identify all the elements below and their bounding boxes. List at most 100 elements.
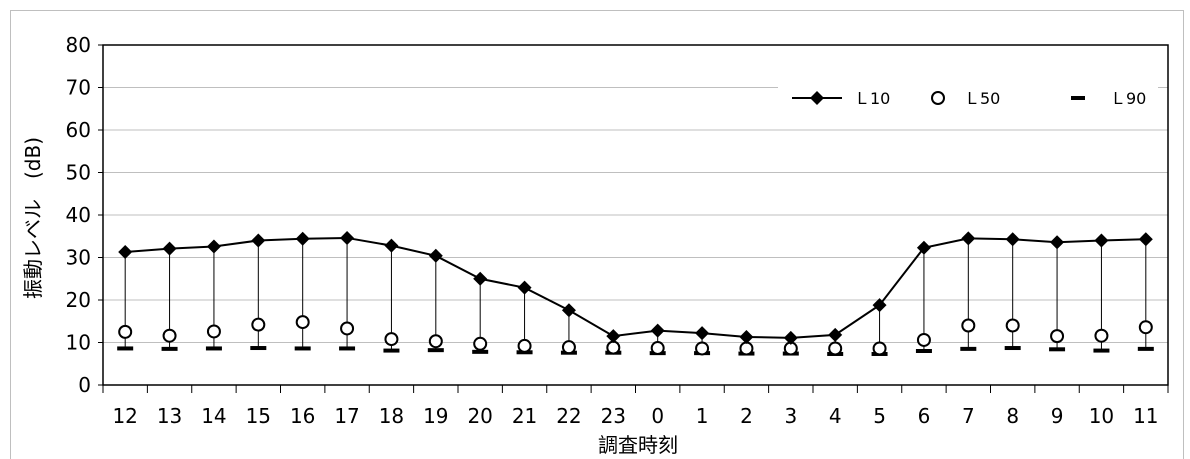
l90-point-9: [1049, 347, 1066, 352]
y-tick-label-0: 0: [78, 373, 91, 397]
l90-point-8: [1004, 346, 1021, 351]
l50-point-10: [1094, 328, 1109, 343]
x-tick-label-8: 8: [1006, 404, 1019, 428]
legend-label-l10: Ｌ10: [854, 89, 890, 108]
l50-point-9: [1050, 329, 1065, 344]
x-tick-label-2: 2: [740, 404, 753, 428]
x-tick-label-12: 12: [112, 404, 137, 428]
l90-point-7: [960, 346, 977, 351]
x-tick-label-4: 4: [829, 404, 842, 428]
l50-point-4: [828, 341, 843, 356]
l10-point-17: [340, 230, 355, 245]
l50-point-18: [384, 332, 399, 347]
y-axis-title: 振動レベル (dB): [21, 137, 45, 299]
l10-point-11: [1138, 232, 1153, 247]
l10-point-9: [1050, 235, 1065, 250]
l50-point-7: [961, 318, 976, 333]
x-tick-label-14: 14: [201, 404, 226, 428]
l90-point-10: [1093, 348, 1110, 353]
l50-point-2: [739, 341, 754, 356]
l50-point-5: [872, 341, 887, 356]
y-tick-label-80: 80: [66, 33, 91, 57]
l10-point-21: [517, 280, 532, 295]
l10-point-6: [916, 240, 931, 255]
l10-point-18: [384, 238, 399, 253]
x-tick-label-9: 9: [1051, 404, 1064, 428]
stems: [124, 237, 1147, 354]
x-tick-label-11: 11: [1133, 404, 1158, 428]
x-tick-label-7: 7: [962, 404, 975, 428]
l90-point-13: [161, 346, 178, 351]
l10-point-13: [162, 241, 177, 256]
series: [117, 230, 1154, 356]
l50-point-12: [118, 324, 133, 339]
x-tick-label-19: 19: [423, 404, 448, 428]
l10-point-2: [739, 329, 754, 344]
x-tick-label-15: 15: [246, 404, 271, 428]
l50-point-11: [1138, 320, 1153, 335]
l90-point-6: [915, 349, 932, 353]
legend-marker-l10: [810, 91, 824, 105]
y-tick-label-10: 10: [66, 331, 91, 355]
x-tick-label-23: 23: [601, 404, 626, 428]
l10-point-22: [561, 303, 576, 318]
l50-point-13: [162, 328, 177, 343]
x-tick-labels: 12 13 14 15 16 17 18 19 20 21 22 23 0 1 2 3 4 5 6 7 8 9 10 11: [112, 404, 1158, 428]
l10-point-14: [206, 239, 221, 254]
l10-point-23: [606, 329, 621, 344]
x-tick-label-21: 21: [512, 404, 537, 428]
x-tick-label-20: 20: [467, 404, 492, 428]
series-line-l10: [125, 236, 1146, 339]
y-tick-label-20: 20: [66, 288, 91, 312]
l10-point-15: [251, 233, 266, 248]
l50-point-19: [428, 334, 443, 349]
x-tick-label-13: 13: [157, 404, 182, 428]
l50-point-21: [517, 338, 532, 353]
l10-point-12: [118, 244, 133, 259]
x-tick-label-3: 3: [784, 404, 797, 428]
legend-background: [778, 66, 1158, 126]
l10-point-3: [783, 330, 798, 345]
l50-point-8: [1005, 318, 1020, 333]
l50-point-22: [561, 340, 576, 355]
x-tick-label-0: 0: [651, 404, 664, 428]
l50-point-1: [695, 341, 710, 356]
gridlines: [103, 87, 1168, 343]
l90-point-11: [1137, 346, 1154, 351]
l10-point-5: [872, 298, 887, 313]
legend: Ｌ10 Ｌ50 Ｌ90: [778, 66, 1158, 126]
l90-point-20: [472, 349, 489, 354]
y-tick-label-30: 30: [66, 246, 91, 270]
l90-point-19: [427, 348, 444, 353]
l90-point-16: [294, 346, 311, 351]
l10-point-0: [650, 323, 665, 338]
l10-point-8: [1005, 232, 1020, 247]
l50-point-17: [340, 321, 355, 336]
l50-point-0: [650, 341, 665, 356]
legend-marker-l50: [931, 91, 945, 105]
x-tick-label-16: 16: [290, 404, 315, 428]
l10-point-4: [828, 327, 843, 342]
x-tick-label-10: 10: [1089, 404, 1114, 428]
l90-point-15: [250, 346, 267, 351]
l50-point-23: [606, 340, 621, 355]
x-tick-label-22: 22: [556, 404, 581, 428]
y-tick-labels: 0 10 20 30 40 50 60 70 80: [66, 33, 91, 397]
legend-label-l50: Ｌ50: [964, 89, 1000, 108]
x-tick-label-6: 6: [918, 404, 931, 428]
l90-point-14: [205, 346, 222, 351]
x-tick-label-18: 18: [379, 404, 404, 428]
l10-point-7: [961, 231, 976, 246]
x-axis-title: 調査時刻: [598, 433, 678, 457]
axes: [98, 44, 1169, 393]
legend-label-l90: Ｌ90: [1110, 89, 1146, 108]
l90-point-17: [339, 346, 356, 351]
x-tick-label-1: 1: [696, 404, 709, 428]
l10-point-10: [1094, 233, 1109, 248]
l50-point-15: [251, 317, 266, 332]
y-tick-label-40: 40: [66, 203, 91, 227]
l50-point-14: [206, 324, 221, 339]
l10-point-19: [428, 248, 443, 263]
l10-point-20: [473, 271, 488, 286]
